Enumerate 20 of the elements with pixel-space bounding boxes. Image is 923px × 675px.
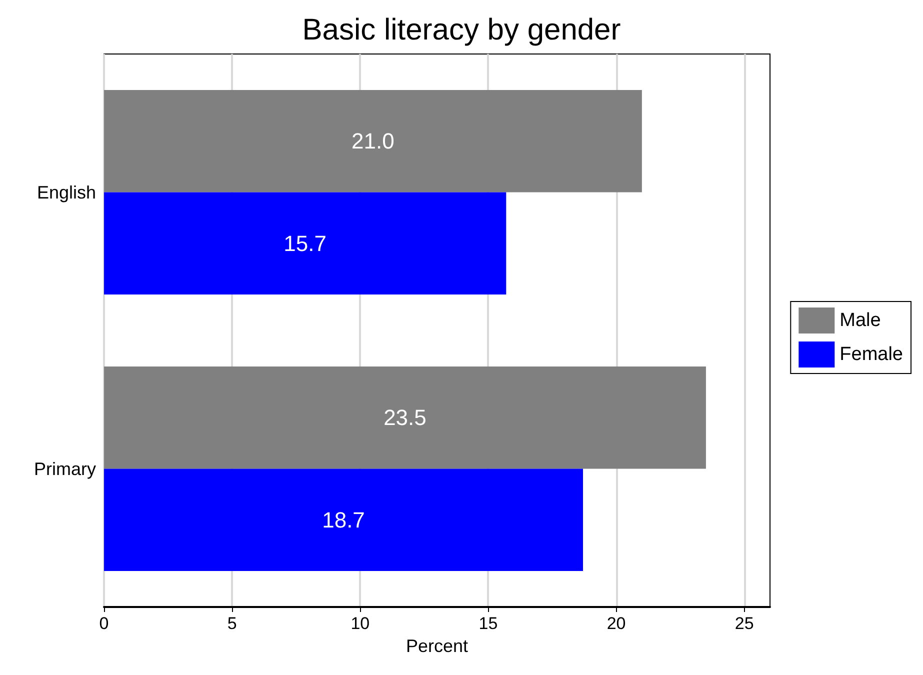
legend-label: Male bbox=[840, 310, 881, 331]
chart-title: Basic literacy by gender bbox=[302, 14, 621, 46]
x-tick-label: 5 bbox=[227, 614, 237, 633]
y-tick-label: Primary bbox=[34, 458, 96, 479]
data-label: 21.0 bbox=[352, 128, 394, 154]
x-tick-label: 0 bbox=[99, 614, 109, 633]
bar bbox=[104, 366, 706, 469]
x-tick-label: 25 bbox=[734, 614, 754, 633]
bar bbox=[104, 90, 642, 192]
legend-label: Female bbox=[840, 344, 904, 365]
data-label: 23.5 bbox=[384, 405, 426, 430]
bar bbox=[104, 192, 506, 295]
data-label: 18.7 bbox=[322, 507, 365, 532]
x-tick-label: 10 bbox=[350, 614, 370, 633]
bar bbox=[104, 468, 584, 572]
x-axis-title: Percent bbox=[406, 636, 468, 656]
y-tick-label: English bbox=[36, 182, 96, 202]
data-label: 15.7 bbox=[284, 230, 326, 256]
x-tick-label: 15 bbox=[478, 614, 498, 633]
x-tick-label: 20 bbox=[606, 614, 626, 633]
